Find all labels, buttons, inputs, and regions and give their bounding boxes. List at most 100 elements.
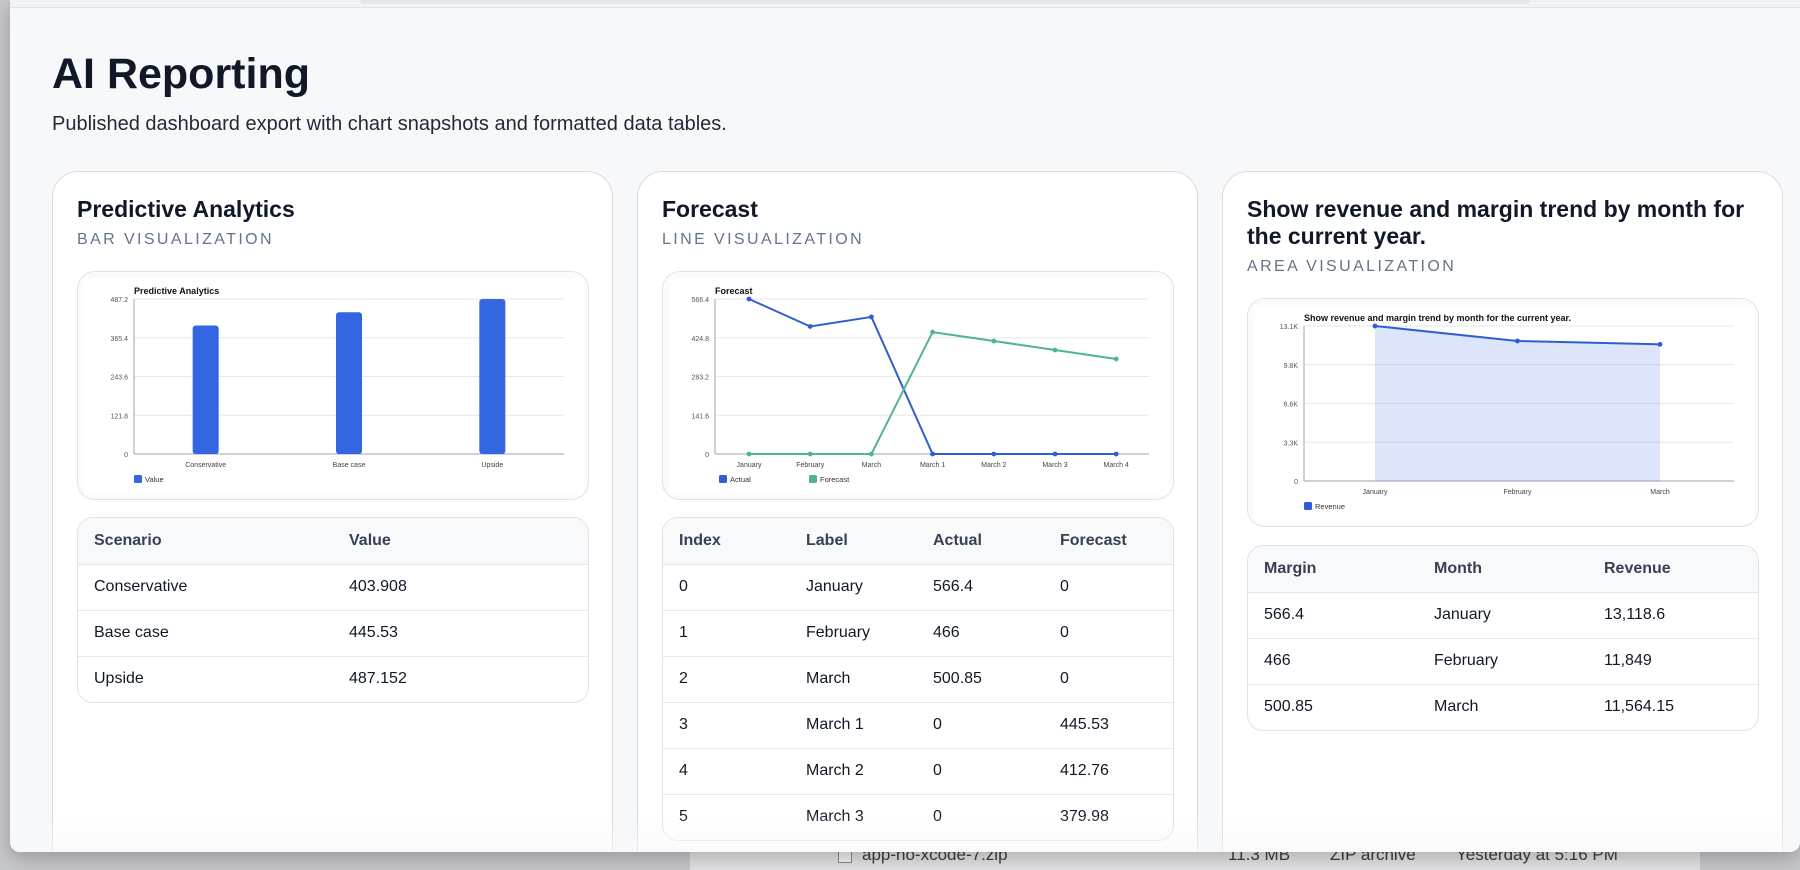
data-point: [869, 451, 874, 457]
table-cell: February: [1418, 638, 1588, 685]
table-cell: 1: [663, 610, 790, 657]
y-tick-label: 365.4: [110, 336, 128, 343]
card-title: Forecast: [662, 196, 758, 222]
table-row: 3 March 1 0 445.53: [663, 702, 1173, 749]
x-tick-label: March 2: [981, 462, 1006, 469]
y-tick-label: 0: [124, 452, 128, 459]
x-tick-label: Base case: [333, 462, 366, 469]
card-kicker: AREA VISUALIZATION: [1247, 258, 1457, 275]
table-cell: January: [790, 564, 917, 611]
table-cell: February: [790, 610, 917, 657]
table-cell: March 1: [790, 702, 917, 749]
data-point: [746, 451, 752, 457]
table-cell: 466: [917, 610, 1044, 657]
plot-background: [669, 278, 1169, 495]
column-header: Actual: [917, 518, 1044, 565]
legend-swatch: [1304, 502, 1312, 510]
table-row: 0 January 566.4 0: [663, 564, 1173, 611]
bottom-fade: [10, 812, 1800, 852]
legend-swatch: [809, 475, 817, 483]
legend-swatch: [719, 475, 727, 483]
table-cell: 4: [663, 748, 790, 795]
card-predictive-analytics: Predictive Analytics BAR VISUALIZATION P…: [52, 171, 613, 852]
column-header: Month: [1418, 546, 1588, 593]
x-tick-label: February: [796, 462, 825, 469]
page-subtitle: Published dashboard export with chart sn…: [52, 113, 727, 135]
legend-label: Actual: [730, 475, 751, 484]
x-tick-label: March: [1650, 489, 1670, 496]
legend-label: Value: [145, 475, 164, 484]
table-cell: 403.908: [333, 564, 588, 611]
y-tick-label: 283.2: [691, 375, 709, 382]
table-cell: 487.152: [349, 670, 407, 688]
report-sheet: AI Reporting Published dashboard export …: [10, 0, 1800, 852]
data-point: [930, 451, 935, 457]
column-header: Label: [790, 518, 917, 565]
y-tick-label: 3.3K: [1284, 440, 1299, 447]
table-cell: 445.53: [333, 610, 588, 657]
x-tick-label: March 3: [1042, 462, 1067, 469]
card-revenue-margin-trend: Show revenue and margin trend by month f…: [1222, 171, 1783, 852]
table-cell: 0: [1044, 564, 1173, 611]
table-cell: 466: [1248, 638, 1418, 685]
table-cell: March: [1434, 698, 1479, 716]
column-header: Margin: [1248, 546, 1418, 593]
column-header: Scenario: [78, 518, 333, 565]
data-point: [1372, 323, 1378, 329]
table-row: 466 February 11,849: [1248, 638, 1758, 685]
table-cell: 2: [663, 656, 790, 703]
data-point: [807, 324, 813, 329]
x-tick-label: Conservative: [185, 462, 226, 469]
y-tick-label: 141.6: [691, 413, 709, 420]
x-tick-label: March 1: [920, 462, 945, 469]
data-point: [1052, 451, 1058, 457]
y-tick-label: 424.8: [691, 336, 709, 343]
table-cell: 445.53: [1044, 702, 1173, 749]
data-point: [1515, 338, 1520, 344]
x-tick-label: January: [737, 462, 762, 469]
chart-snapshot-line: Forecast 0 141.6 283.2 424.8 566.4 January Febr…: [662, 271, 1174, 500]
table-cell: Base case: [78, 610, 333, 657]
data-point: [930, 329, 935, 335]
chart-snapshot-bar: Predictive Analytics 0 121.8 243.6 365.4 487.…: [77, 271, 589, 500]
table-cell: 566.4: [917, 564, 1044, 611]
table-cell: March: [790, 656, 917, 703]
table-cell: 500.85: [1264, 698, 1313, 716]
table-cell: 0: [917, 748, 1044, 795]
y-tick-label: 9.8K: [1284, 363, 1299, 370]
legend-swatch: [134, 475, 142, 483]
bar-chart: Predictive Analytics 0 121.8 243.6 365.4 487.…: [84, 278, 584, 495]
line-chart: Forecast 0 141.6 283.2 424.8 566.4 January Febr…: [669, 278, 1169, 495]
column-header: Index: [663, 518, 790, 565]
data-point: [1113, 356, 1119, 362]
column-header: Forecast: [1044, 518, 1173, 565]
table-cell: Upside: [94, 670, 144, 688]
y-tick-label: 566.4: [691, 297, 709, 304]
plot-background: [1254, 305, 1754, 522]
data-point: [746, 296, 752, 302]
legend-label: Forecast: [820, 475, 850, 484]
y-tick-label: 13.1K: [1280, 324, 1299, 331]
y-tick-label: 243.6: [110, 375, 128, 382]
data-point: [1113, 451, 1119, 457]
x-tick-label: March 4: [1104, 462, 1129, 469]
table-cell: January: [1418, 592, 1588, 639]
y-tick-label: 487.2: [110, 297, 128, 304]
y-tick-label: 0: [705, 452, 709, 459]
table-cell: March 2: [790, 748, 917, 795]
table-cell: Conservative: [78, 564, 333, 611]
chart-title: Forecast: [715, 286, 753, 296]
y-tick-label: 6.6K: [1284, 402, 1299, 409]
table-row: Conservative 403.908: [78, 564, 588, 611]
area-fill: [1375, 326, 1660, 481]
table-cell: 0: [1044, 656, 1173, 703]
card-kicker: LINE VISUALIZATION: [662, 231, 865, 248]
data-table: Index Label Actual Forecast 0 January 566.…: [662, 517, 1174, 841]
sheet-top-bar: [10, 0, 1800, 8]
table-cell: 0: [1044, 610, 1173, 657]
data-point: [869, 314, 874, 320]
column-header: Revenue: [1588, 546, 1758, 593]
table-cell: 3: [663, 702, 790, 749]
data-point: [991, 338, 997, 344]
table-row: 4 March 2 0 412.76: [663, 748, 1173, 795]
